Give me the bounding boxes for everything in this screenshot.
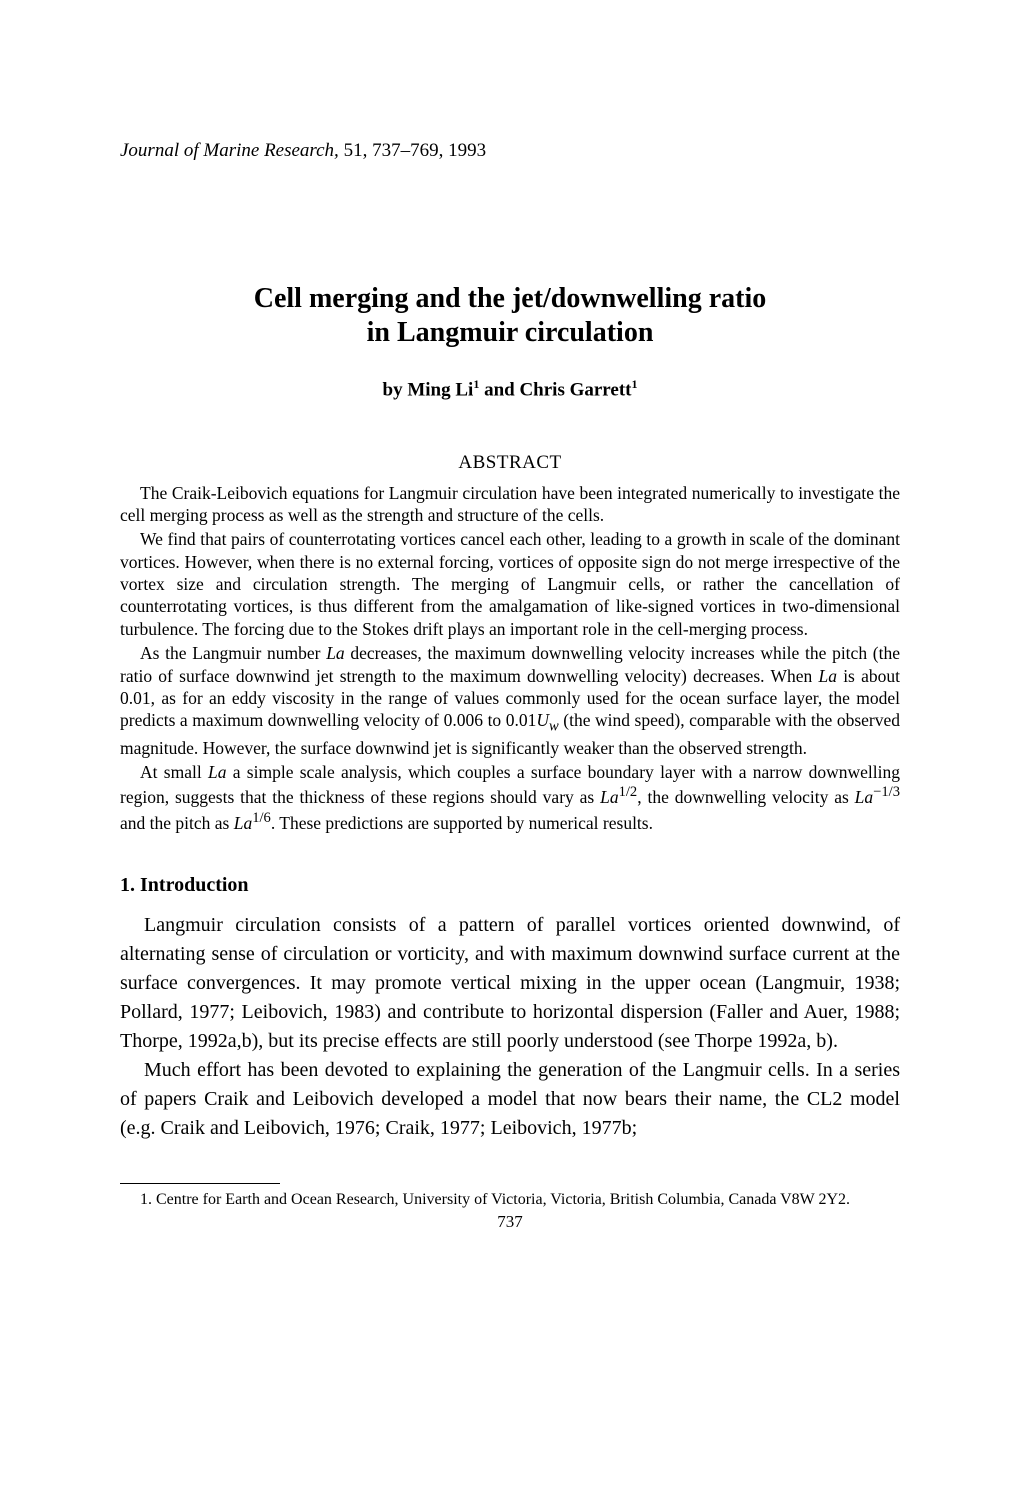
abstract-p1: The Craik-Leibovich equations for Langmu…: [120, 482, 900, 527]
abstract-body: The Craik-Leibovich equations for Langmu…: [120, 482, 900, 834]
abstract-p2: We find that pairs of counterrotating vo…: [120, 528, 900, 640]
section-1-heading: 1. Introduction: [120, 874, 900, 897]
symbol-la: La: [600, 787, 618, 807]
page: Journal of Marine Research, 51, 737–769,…: [0, 0, 1020, 1509]
exp-neg-1-3: −1/3: [873, 784, 900, 800]
symbol-la: La: [818, 666, 836, 686]
symbol-uw: U: [536, 710, 549, 730]
byline: by Ming Li1 and Chris Garrett1: [120, 377, 900, 401]
author-2: Chris Garrett: [519, 380, 631, 401]
symbol-la: La: [234, 812, 252, 832]
author-1: Ming Li: [407, 380, 473, 401]
byline-prefix: by: [383, 380, 408, 401]
abstract-p3: As the Langmuir number La decreases, the…: [120, 642, 900, 759]
page-number: 737: [120, 1212, 900, 1232]
exp-1-6: 1/6: [252, 810, 271, 826]
article-title: Cell merging and the jet/downwelling rat…: [120, 282, 900, 349]
author-sep: and: [479, 380, 519, 401]
journal-volume-pages-year: 51, 737–769, 1993: [339, 140, 486, 161]
title-line-2: in Langmuir circulation: [120, 316, 900, 350]
title-line-1: Cell merging and the jet/downwelling rat…: [120, 282, 900, 316]
symbol-la: La: [855, 787, 873, 807]
symbol-la: La: [208, 762, 226, 782]
footnote-1: 1. Centre for Earth and Ocean Research, …: [120, 1190, 900, 1210]
intro-p2: Much effort has been devoted to explaini…: [120, 1056, 900, 1143]
journal-name: Journal of Marine Research,: [120, 140, 339, 161]
intro-p1: Langmuir circulation consists of a patte…: [120, 911, 900, 1056]
symbol-uw-sub: w: [549, 719, 559, 735]
footnote-rule: [120, 1183, 280, 1184]
intro-body: Langmuir circulation consists of a patte…: [120, 911, 900, 1143]
author-2-affil: 1: [632, 377, 638, 391]
abstract-heading: ABSTRACT: [120, 452, 900, 474]
exp-1-2: 1/2: [619, 784, 638, 800]
symbol-la: La: [326, 643, 344, 663]
journal-header: Journal of Marine Research, 51, 737–769,…: [120, 140, 900, 162]
abstract-p4: At small La a simple scale analysis, whi…: [120, 761, 900, 834]
